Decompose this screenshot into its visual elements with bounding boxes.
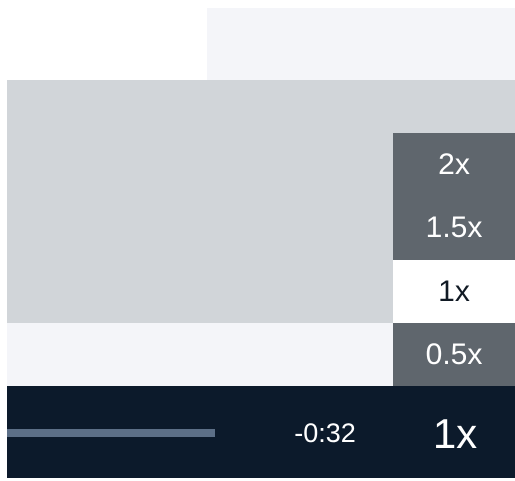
speed-option[interactable]: 0.5x xyxy=(393,322,515,386)
time-remaining: -0:32 xyxy=(294,418,356,448)
speed-option[interactable]: 2x xyxy=(393,133,515,197)
speed-option[interactable]: 1.5x xyxy=(393,196,515,260)
top-strip xyxy=(207,8,515,80)
speed-button[interactable]: 1x xyxy=(432,410,478,457)
progress-bar[interactable] xyxy=(7,429,215,437)
speed-menu: 2x 1.5x 1x 0.5x xyxy=(393,133,515,386)
speed-option[interactable]: 1x xyxy=(393,259,515,323)
